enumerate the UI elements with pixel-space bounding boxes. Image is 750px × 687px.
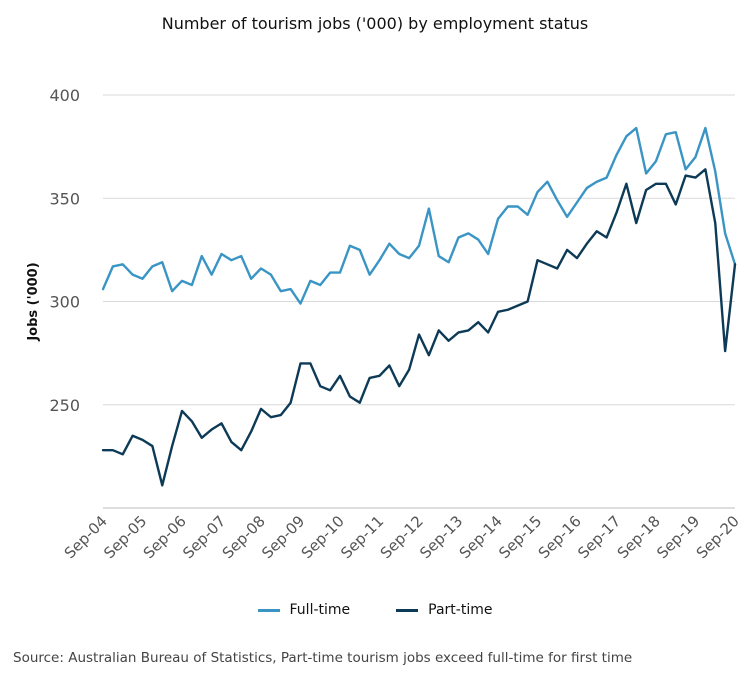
x-tick-label: Sep-15 <box>495 512 545 562</box>
legend: Full-time Part-time <box>0 602 750 618</box>
x-tick-label: Sep-09 <box>258 512 308 562</box>
legend-label-full-time: Full-time <box>289 602 351 618</box>
x-tick-label: Sep-20 <box>693 512 743 562</box>
x-tick-label: Sep-05 <box>100 512 150 562</box>
x-tick-label: Sep-16 <box>535 512 585 562</box>
legend-swatch-part-time <box>396 608 419 612</box>
x-tick-label: Sep-14 <box>456 512 506 562</box>
x-tick-label: Sep-19 <box>653 512 703 562</box>
y-tick-label: 350 <box>49 189 80 208</box>
legend-swatch-full-time <box>257 608 280 612</box>
y-tick-label: 250 <box>49 396 80 415</box>
x-tick-label: Sep-07 <box>179 512 229 562</box>
x-tick-label: Sep-17 <box>574 512 624 562</box>
series-line-full-time <box>101 126 737 305</box>
y-tick-label: 400 <box>49 86 80 105</box>
series-line-part-time <box>101 168 737 487</box>
y-axis-label: Jobs ('000) <box>26 262 41 341</box>
x-tick-label: Sep-10 <box>298 512 348 562</box>
legend-item-full-time[interactable]: Full-time <box>257 602 351 618</box>
x-tick-label: Sep-11 <box>337 512 387 562</box>
x-tick-label: Sep-12 <box>377 512 427 562</box>
x-tick-label: Sep-18 <box>614 512 664 562</box>
x-tick-label: Sep-06 <box>140 512 190 562</box>
source-note: Source: Australian Bureau of Statistics,… <box>13 650 633 666</box>
x-tick-label: Sep-13 <box>416 512 466 562</box>
x-tick-label: Sep-08 <box>219 512 269 562</box>
legend-item-part-time[interactable]: Part-time <box>396 602 492 618</box>
chart-title: Number of tourism jobs ('000) by employm… <box>161 14 589 33</box>
legend-label-part-time: Part-time <box>428 602 493 618</box>
y-tick-label: 300 <box>49 293 80 312</box>
x-tick-label: Sep-04 <box>61 512 111 562</box>
